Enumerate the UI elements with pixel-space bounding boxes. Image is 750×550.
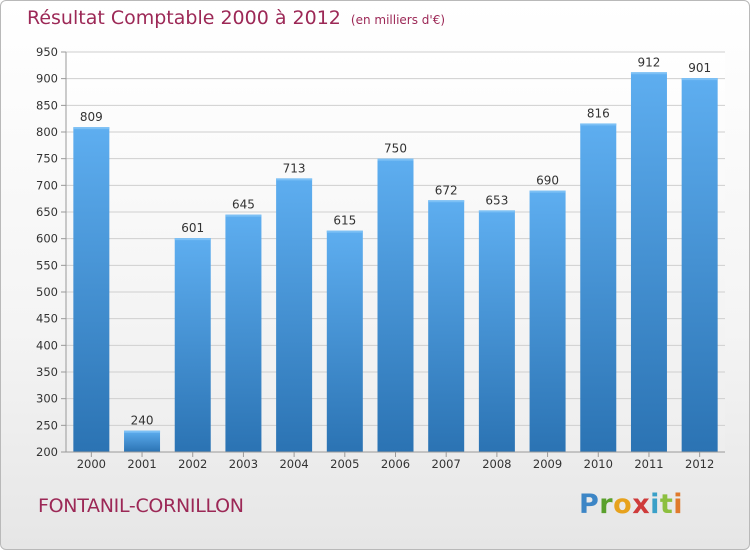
data-label: 672 xyxy=(435,183,458,197)
x-tick-label: 2009 xyxy=(533,457,562,471)
y-tick-label: 900 xyxy=(36,72,58,86)
x-tick-label: 2004 xyxy=(279,457,308,471)
bar-highlight xyxy=(326,230,363,233)
y-tick-label: 800 xyxy=(36,125,58,139)
y-tick-label: 650 xyxy=(36,205,58,219)
bar xyxy=(73,127,110,452)
bar-highlight xyxy=(377,158,414,161)
bar-highlight xyxy=(73,127,110,130)
x-axis: 2000 2001 2002 2003 2004 2005 2006 2007 2008 2009… xyxy=(77,452,714,471)
bar xyxy=(326,230,363,452)
y-tick-label: 300 xyxy=(36,392,58,406)
data-label: 816 xyxy=(587,106,610,120)
logo-letter: i xyxy=(673,489,684,520)
y-tick-label: 450 xyxy=(36,312,58,326)
y-axis: 200 250 300 350 400 450 500 550 600 650 700 750 800 8… xyxy=(36,45,66,459)
bar xyxy=(276,178,313,452)
y-tick-label: 850 xyxy=(36,98,58,112)
chart-unit-label: (en milliers d'€) xyxy=(350,13,446,27)
y-tick-label: 600 xyxy=(36,232,58,246)
y-tick-label: 750 xyxy=(36,152,58,166)
y-tick-label: 250 xyxy=(36,418,58,432)
logo-letter: t xyxy=(659,489,674,520)
bar xyxy=(529,190,566,452)
bar xyxy=(681,78,718,452)
x-tick-label: 2000 xyxy=(77,457,106,471)
logo-letter: i xyxy=(650,489,660,520)
bar-highlight xyxy=(529,190,566,193)
x-tick-label: 2001 xyxy=(127,457,156,471)
bar xyxy=(580,123,617,452)
data-label: 750 xyxy=(384,142,407,156)
y-tick-label: 500 xyxy=(36,285,58,299)
x-tick-label: 2002 xyxy=(178,457,207,471)
bar xyxy=(377,158,414,452)
x-tick-label: 2007 xyxy=(432,457,461,471)
logo-letter: o xyxy=(613,489,633,520)
data-label: 713 xyxy=(283,161,306,175)
bar xyxy=(124,430,161,452)
x-tick-label: 2006 xyxy=(381,457,410,471)
x-tick-label: 2012 xyxy=(685,457,714,471)
data-label: 809 xyxy=(80,110,103,124)
data-label: 645 xyxy=(232,198,255,212)
bar-highlight xyxy=(276,178,313,181)
place-name: FONTANIL-CORNILLON xyxy=(38,495,244,517)
data-label: 601 xyxy=(181,221,204,235)
bar-highlight xyxy=(478,210,515,213)
data-label: 653 xyxy=(485,193,508,207)
bar xyxy=(630,72,667,453)
data-label: 690 xyxy=(536,174,559,188)
bar-highlight xyxy=(124,430,161,433)
bar xyxy=(478,210,515,452)
y-tick-label: 400 xyxy=(36,338,58,352)
data-label: 912 xyxy=(638,55,661,69)
x-tick-label: 2010 xyxy=(584,457,613,471)
bar xyxy=(174,238,211,452)
bar-highlight xyxy=(428,200,465,203)
chart-title: Résultat Comptable 2000 à 2012 (en millie… xyxy=(27,7,445,29)
data-label: 615 xyxy=(333,214,356,228)
bar xyxy=(225,214,262,452)
x-tick-label: 2008 xyxy=(482,457,511,471)
bar-highlight xyxy=(630,72,667,75)
bar-highlight xyxy=(681,78,718,81)
y-tick-label: 950 xyxy=(36,45,58,59)
y-tick-label: 550 xyxy=(36,258,58,272)
y-tick-label: 200 xyxy=(36,445,58,459)
bar-highlight xyxy=(580,123,617,126)
logo-letter: x xyxy=(632,489,651,520)
chart-title-text: Résultat Comptable 2000 à 2012 xyxy=(27,7,341,29)
proxiti-logo: Proxiti xyxy=(579,489,683,520)
logo-letter: P xyxy=(579,489,600,520)
x-tick-label: 2003 xyxy=(229,457,258,471)
data-labels: 809 240 601 645 713 615 750 672 653 690 816 912 901 xyxy=(80,55,711,427)
x-tick-label: 2005 xyxy=(330,457,359,471)
y-tick-label: 350 xyxy=(36,365,58,379)
bar-highlight xyxy=(225,214,262,217)
y-tick-label: 700 xyxy=(36,178,58,192)
bar xyxy=(428,200,465,452)
data-label: 240 xyxy=(131,414,154,428)
logo-letter: r xyxy=(599,489,614,520)
bar-highlight xyxy=(174,238,211,241)
bars xyxy=(73,72,718,453)
x-tick-label: 2011 xyxy=(634,457,663,471)
data-label: 901 xyxy=(688,61,711,75)
